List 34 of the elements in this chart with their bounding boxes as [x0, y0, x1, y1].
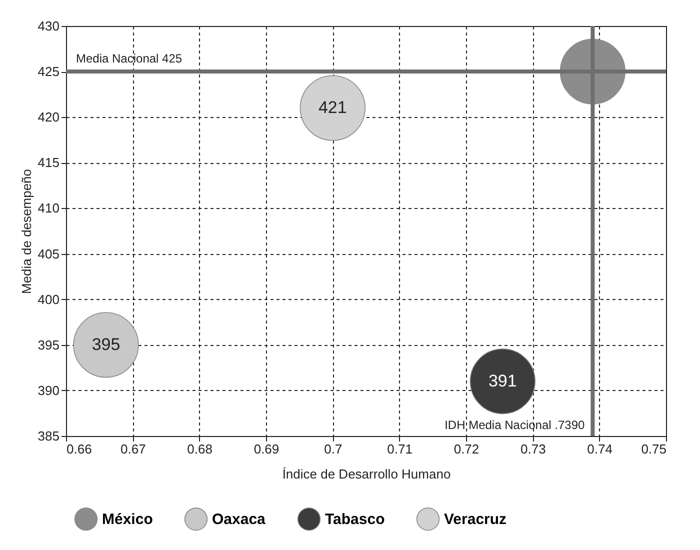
ref-line-label: Media Nacional 425: [76, 52, 182, 66]
legend-label: Veracruz: [444, 511, 507, 528]
x-tick-label: 0.75: [641, 442, 666, 456]
y-tick-label: 390: [38, 382, 60, 398]
x-tick-label: 0.73: [520, 442, 546, 456]
y-tick-label: 410: [38, 200, 60, 216]
x-axis-title: Índice de Desarrollo Humano: [282, 466, 451, 482]
point: [470, 348, 536, 414]
data-label: 421: [318, 98, 347, 117]
x-tick-label: 0.69: [254, 442, 280, 456]
legend-label: Tabasco: [325, 511, 385, 528]
y-tick-label: 420: [38, 110, 60, 125]
x-tick-label: 0.72: [454, 442, 480, 456]
x-tick-label: 0.67: [120, 442, 146, 456]
legend-label: México: [102, 511, 153, 528]
x-tick-label: 0.66: [66, 442, 92, 456]
x-tick-label: 0.7: [324, 442, 342, 456]
point: [73, 312, 139, 378]
y-tick-label: 405: [38, 246, 60, 262]
y-tick-label: 400: [38, 292, 60, 307]
ref-line-label: IDH Media Nacional .7390: [444, 418, 585, 432]
data-label: 395: [92, 334, 120, 354]
y-tick-label: 415: [38, 155, 60, 170]
y-tick-label: 395: [38, 337, 60, 352]
y-axis-title: Media de desempeño: [18, 168, 34, 294]
x-tick-label: 0.71: [387, 442, 412, 456]
point: [300, 75, 366, 141]
data-label: 391: [488, 371, 517, 390]
y-tick-label: 385: [38, 428, 60, 444]
x-tick-label: 0.74: [587, 442, 612, 456]
y-tick-label: 430: [38, 18, 60, 34]
legend-label: Oaxaca: [212, 511, 266, 528]
y-tick-label: 425: [38, 64, 60, 80]
x-tick-label: 0.68: [187, 442, 212, 456]
